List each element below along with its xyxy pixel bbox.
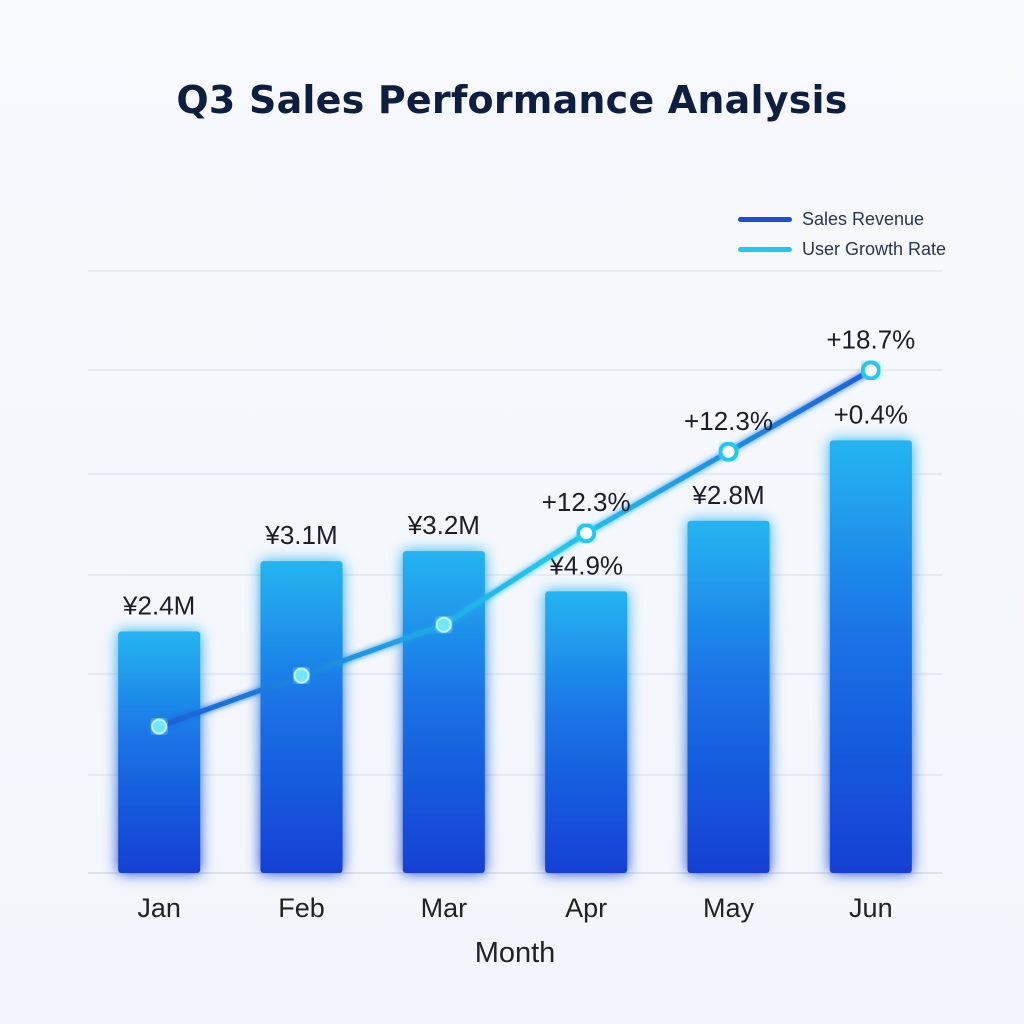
bar-mar bbox=[402, 551, 485, 873]
bar-may bbox=[687, 520, 770, 873]
bar-label-jan: ¥2.4M bbox=[122, 591, 195, 621]
legend-label-user-growth-rate: User Growth Rate bbox=[801, 238, 946, 259]
bar-label-feb: ¥3.1M bbox=[264, 520, 337, 550]
x-tick-feb: Feb bbox=[278, 893, 325, 923]
growth-label-may: +12.3% bbox=[684, 406, 773, 436]
x-tick-apr: Apr bbox=[565, 893, 607, 923]
x-tick-jan: Jan bbox=[137, 893, 181, 923]
growth-label-apr: +12.3% bbox=[542, 487, 631, 517]
bar-apr bbox=[545, 591, 628, 873]
bar-feb bbox=[260, 561, 343, 873]
legend-item-sales-revenue: Sales Revenue bbox=[737, 204, 946, 234]
growth-line bbox=[156, 367, 874, 729]
growth-point-jan bbox=[151, 718, 168, 735]
x-tick-mar: Mar bbox=[421, 893, 468, 923]
chart-title: Q3 Sales Performance Analysis bbox=[176, 78, 848, 122]
growth-point-jun bbox=[860, 360, 881, 381]
bar-label-apr: ¥4.9% bbox=[548, 550, 623, 580]
x-tick-jun: Jun bbox=[849, 893, 893, 923]
growth-point-may bbox=[718, 441, 739, 462]
growth-point-feb bbox=[293, 667, 310, 684]
legend-swatch-sales-revenue bbox=[737, 216, 792, 222]
legend-label-sales-revenue: Sales Revenue bbox=[801, 208, 925, 229]
legend: Sales Revenue User Growth Rate bbox=[737, 204, 946, 264]
growth-point-apr bbox=[576, 523, 597, 544]
bar-label-jun: +0.4% bbox=[834, 399, 908, 429]
legend-item-user-growth-rate: User Growth Rate bbox=[737, 234, 946, 264]
bar-label-may: ¥2.8M bbox=[691, 480, 764, 510]
growth-label-jun: +18.7% bbox=[826, 324, 915, 354]
bar-jan bbox=[118, 631, 201, 873]
legend-swatch-user-growth-rate bbox=[737, 246, 792, 252]
x-tick-may: May bbox=[703, 893, 755, 923]
x-axis-label: Month bbox=[475, 937, 556, 969]
bar-jun bbox=[829, 440, 912, 873]
growth-point-mar bbox=[435, 616, 452, 633]
bar-label-mar: ¥3.2M bbox=[407, 510, 480, 540]
